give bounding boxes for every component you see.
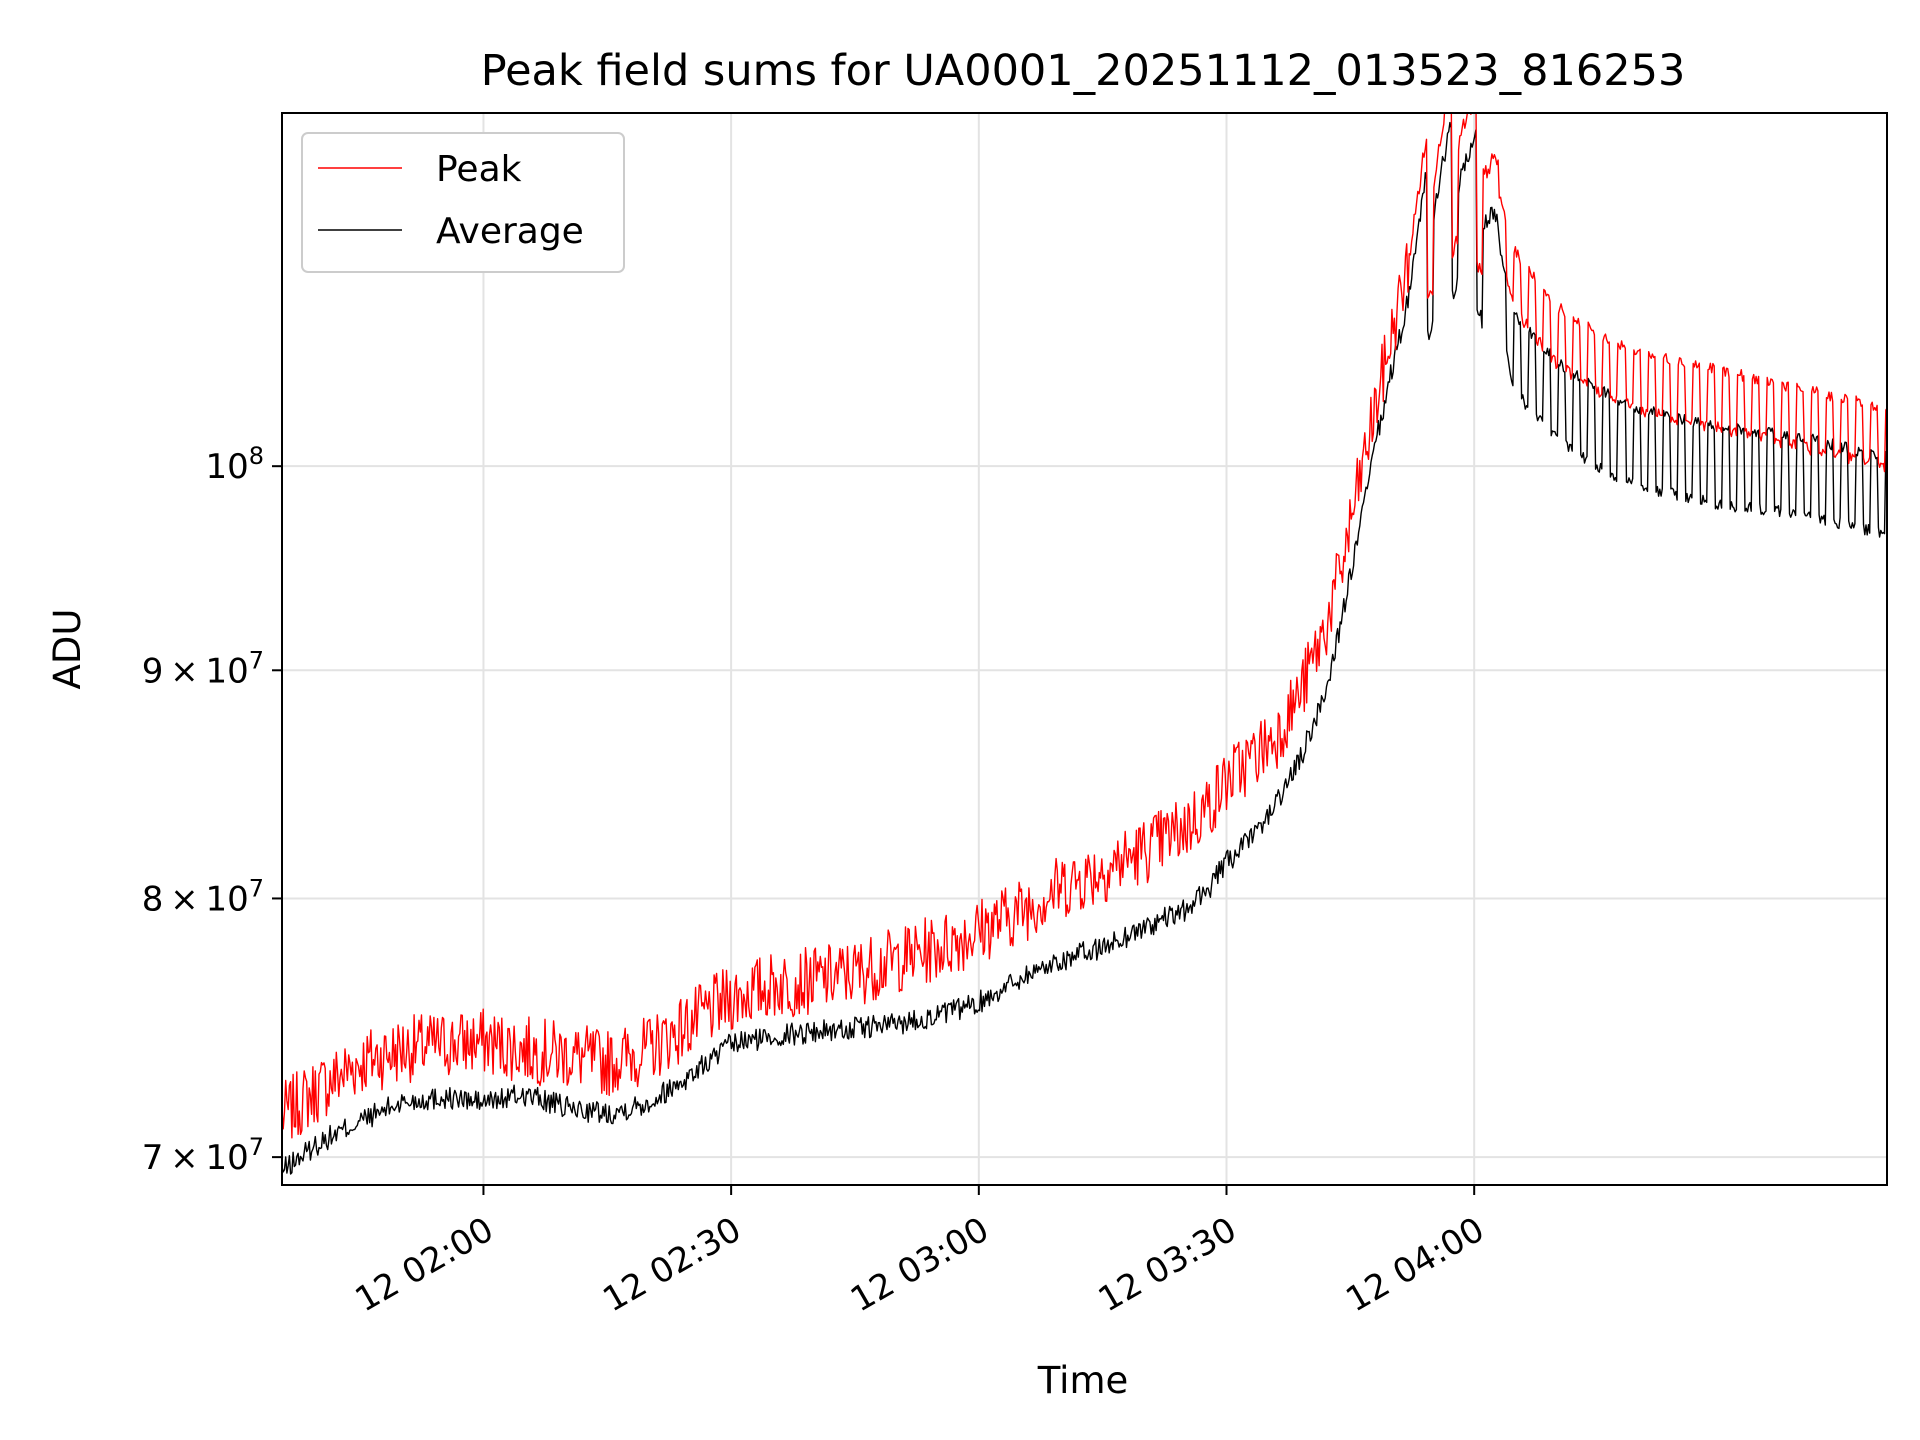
chart-title: Peak field sums for UA0001_20251112_0135… <box>481 46 1686 96</box>
series-line-peak <box>282 113 1887 1139</box>
grid <box>282 113 1887 1185</box>
y-tick-label: 9 × 107 <box>142 646 264 691</box>
legend-peak-label: Peak <box>436 149 522 190</box>
series-line-average <box>282 121 1887 1175</box>
series-lines <box>282 113 1887 1175</box>
y-tick-label: 8 × 107 <box>142 874 264 919</box>
plot-frame <box>281 112 1888 1186</box>
x-axis-label: Time <box>1037 1359 1129 1402</box>
y-axis-label: ADU <box>46 609 89 690</box>
legend-average-label: Average <box>436 211 584 252</box>
legend: Peak Average <box>301 132 625 273</box>
y-tick-label: 7 × 107 <box>142 1133 264 1178</box>
